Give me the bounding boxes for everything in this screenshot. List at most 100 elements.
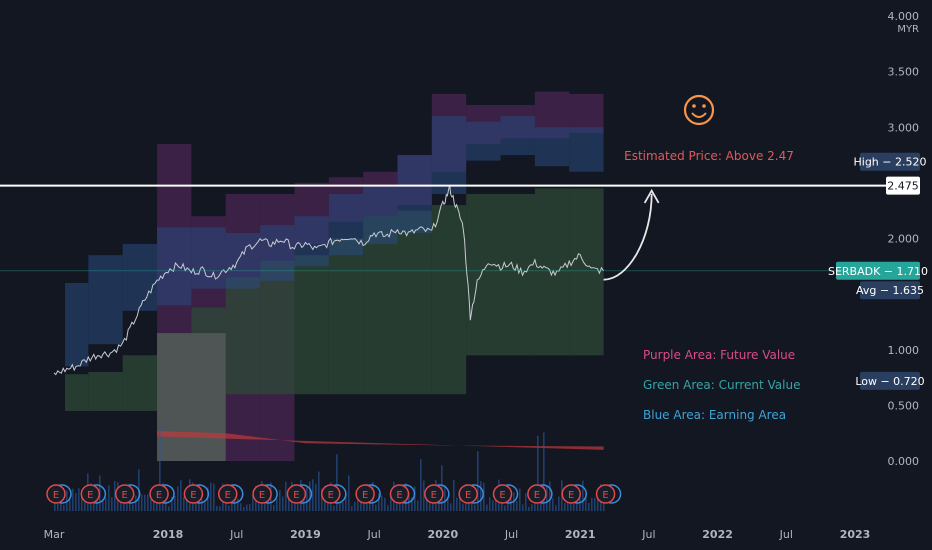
volume-bar <box>354 501 356 511</box>
earnings-marker[interactable] <box>458 484 478 504</box>
volume-bar <box>201 499 203 511</box>
volume-bar <box>282 496 284 511</box>
x-tick-label: Mar <box>44 528 65 541</box>
volume-bar <box>597 495 599 511</box>
projection-arrow <box>603 193 653 281</box>
x-tick-label: Jul <box>229 528 243 541</box>
volume-bar <box>594 497 596 511</box>
volume-bar <box>453 480 455 511</box>
legend-item: Green Area: Current Value <box>643 378 800 392</box>
earnings-marker-label: E <box>259 490 265 501</box>
earnings-marker[interactable] <box>114 484 135 504</box>
earnings-marker[interactable] <box>492 484 513 504</box>
volume-bar <box>204 502 206 511</box>
volume-bar <box>387 505 389 511</box>
earnings-marker[interactable] <box>424 484 444 504</box>
blue-band-segment <box>466 121 501 161</box>
green-band-segment <box>225 277 261 395</box>
earnings-marker[interactable] <box>355 484 375 504</box>
volume-bar <box>114 481 116 511</box>
green-band-segment <box>64 374 89 411</box>
volume-bar <box>474 504 476 511</box>
x-tick-label: 2023 <box>840 528 871 541</box>
avg-badge <box>860 281 920 300</box>
volume-bar <box>492 500 494 511</box>
high-label: High − 2.520 <box>854 156 927 169</box>
volume-bar <box>528 506 530 511</box>
earnings-marker[interactable] <box>595 484 616 504</box>
earnings-marker-label: E <box>328 490 334 501</box>
volume-bar <box>552 498 554 511</box>
avg-label: Avg − 1.635 <box>856 284 924 297</box>
volume-bar <box>159 427 161 511</box>
volume-bar <box>207 487 209 511</box>
volume-bar <box>156 499 158 511</box>
volume-bar <box>210 482 212 511</box>
earnings-marker-label: E <box>568 490 574 501</box>
earnings-marker[interactable] <box>80 484 101 504</box>
volume-bar <box>252 495 254 511</box>
smiley-eye <box>692 104 696 108</box>
volume-bar <box>150 499 152 511</box>
volume-bar <box>243 506 245 511</box>
volume-bar <box>537 435 539 511</box>
blue-band-segment <box>191 227 226 289</box>
volume-bar <box>423 480 425 511</box>
earnings-marker[interactable] <box>561 484 581 504</box>
volume-bar <box>585 497 587 511</box>
volume-bar <box>417 500 419 511</box>
volume-bar <box>345 492 347 511</box>
earnings-marker[interactable] <box>46 484 66 504</box>
earnings-marker-label: E <box>602 490 608 501</box>
volume-bar <box>438 497 440 511</box>
low-label: Low − 0.720 <box>855 375 924 388</box>
purple-band-segment <box>569 93 604 133</box>
last-price-badge <box>836 261 920 280</box>
green-band-segment <box>363 216 398 395</box>
volume-bar <box>360 498 362 511</box>
volume-bar <box>549 481 551 511</box>
earnings-marker[interactable] <box>321 484 341 504</box>
volume-bar <box>168 506 170 511</box>
volume-bar <box>213 483 215 511</box>
earnings-band <box>157 430 604 450</box>
volume-bar <box>591 497 593 511</box>
x-tick-label: Jul <box>641 528 655 541</box>
earnings-marker[interactable] <box>527 484 547 504</box>
volume-bar <box>57 503 59 511</box>
volume-bar <box>285 481 287 511</box>
earnings-marker-label: E <box>122 490 128 501</box>
volume-bar <box>540 502 542 511</box>
earnings-marker[interactable] <box>149 484 169 504</box>
green-band-segment <box>431 205 467 395</box>
earnings-marker-label: E <box>53 490 59 501</box>
volume-bar <box>75 493 77 511</box>
green-band-segment <box>569 188 604 356</box>
blue-band-segment <box>397 155 432 233</box>
volume-bar <box>240 503 242 511</box>
volume-bar <box>342 502 344 511</box>
earnings-marker[interactable] <box>286 484 307 504</box>
green-band-segment <box>157 333 192 461</box>
earnings-marker[interactable] <box>183 484 204 504</box>
volume-bar <box>573 497 575 511</box>
blue-band-segment <box>88 255 123 345</box>
volume-bar <box>546 485 548 511</box>
volume-bar <box>318 471 320 511</box>
volume-bar <box>351 506 353 511</box>
earnings-marker[interactable] <box>217 484 238 504</box>
price-series <box>53 185 605 376</box>
price-badges: High − 2.520 2.475 SERBADK − 1.710 Avg − 1.… <box>828 152 928 390</box>
earnings-marker[interactable] <box>389 484 410 504</box>
volume-bar <box>225 502 227 511</box>
volume-bar <box>171 496 173 511</box>
volume-bar <box>306 487 308 511</box>
earnings-marker-label: E <box>156 490 162 501</box>
earnings-marker[interactable] <box>252 484 272 504</box>
volume-bar <box>447 499 449 511</box>
x-tick-label: Jul <box>504 528 518 541</box>
volume-bar <box>69 499 71 511</box>
green-band-segment <box>328 238 364 395</box>
